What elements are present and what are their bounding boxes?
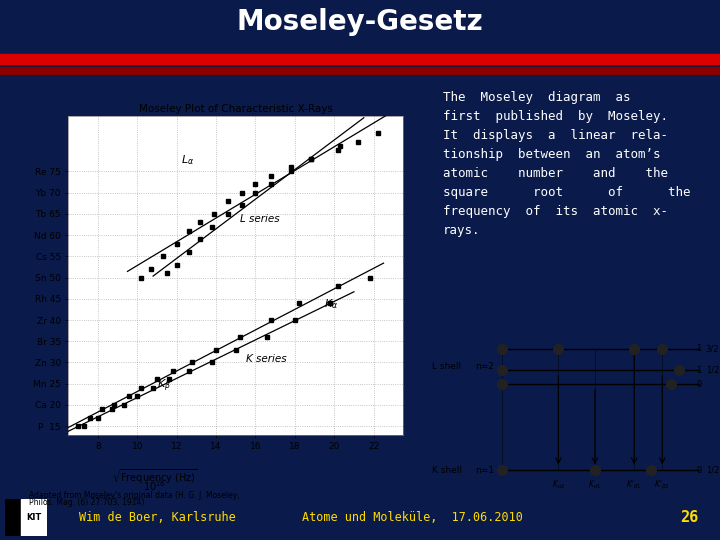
Text: $K_\alpha$: $K_\alpha$ <box>325 297 338 311</box>
Text: $\sqrt{\mathrm{Frequency\ (Hz)}}$: $\sqrt{\mathrm{Frequency\ (Hz)}}$ <box>112 467 198 486</box>
Text: $L_\alpha$: $L_\alpha$ <box>181 153 194 167</box>
Text: KIT: KIT <box>26 513 41 522</box>
Text: $K_{\alpha 2}$: $K_{\alpha 2}$ <box>552 479 565 491</box>
Text: K shell: K shell <box>432 465 462 475</box>
Text: Adapted from Moseley's original data (H. G. J. Moseley,: Adapted from Moseley's original data (H.… <box>29 491 240 501</box>
Text: $K_{\alpha 1}$: $K_{\alpha 1}$ <box>588 479 602 491</box>
Text: Philos. Mag. (6) 27:703, 1914): Philos. Mag. (6) 27:703, 1914) <box>29 498 144 507</box>
Text: $K'_{\beta 2}$: $K'_{\beta 2}$ <box>654 479 670 492</box>
Text: Moseley-Gesetz: Moseley-Gesetz <box>237 8 483 36</box>
Text: The  Moseley  diagram  as
first  published  by  Moseley.
It  displays  a  linear: The Moseley diagram as first published b… <box>443 91 690 237</box>
Bar <box>5 499 19 536</box>
Bar <box>0 54 720 64</box>
Text: 26: 26 <box>680 510 698 524</box>
Text: $10^{16}$: $10^{16}$ <box>143 480 166 494</box>
Text: Atome und Moleküle,  17.06.2010: Atome und Moleküle, 17.06.2010 <box>302 510 523 524</box>
Text: K series: K series <box>246 354 287 364</box>
Text: 1: 1 <box>696 366 701 375</box>
Text: n=1: n=1 <box>475 465 495 475</box>
Text: $K_\beta$: $K_\beta$ <box>157 377 171 394</box>
Text: 1/2: 1/2 <box>706 366 719 375</box>
Text: 3/2: 3/2 <box>706 345 719 353</box>
Text: L series: L series <box>240 214 279 224</box>
Text: Wim de Boer, Karlsruhe: Wim de Boer, Karlsruhe <box>79 510 236 524</box>
Text: 1/2: 1/2 <box>706 465 719 475</box>
Text: 1: 1 <box>696 345 701 353</box>
Text: 0: 0 <box>696 465 701 475</box>
Text: L shell: L shell <box>432 362 461 371</box>
Bar <box>0 68 720 75</box>
Text: 0: 0 <box>696 380 701 389</box>
Text: n=2: n=2 <box>475 362 495 371</box>
Text: $K'_{\beta 1}$: $K'_{\beta 1}$ <box>626 479 642 492</box>
Bar <box>21 499 47 536</box>
Title: Moseley Plot of Characteristic X-Rays: Moseley Plot of Characteristic X-Rays <box>139 104 333 114</box>
